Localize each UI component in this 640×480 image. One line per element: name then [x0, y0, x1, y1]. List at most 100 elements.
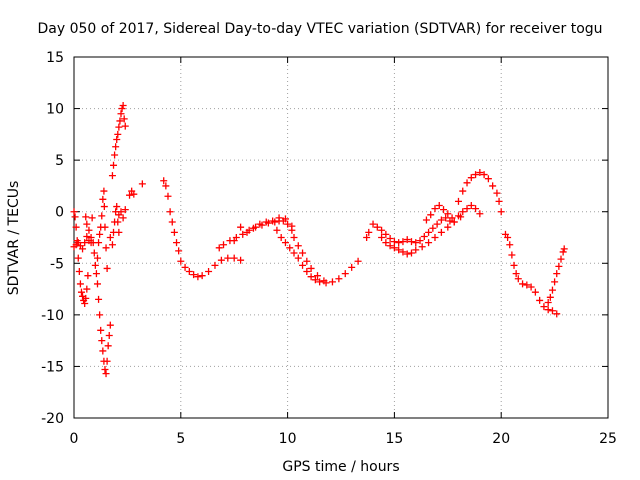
data-point	[320, 277, 328, 285]
data-point	[386, 242, 394, 250]
data-point	[103, 357, 111, 365]
data-point	[98, 212, 106, 220]
data-point	[335, 275, 343, 283]
x-axis-title: GPS time / hours	[282, 459, 399, 475]
data-point	[431, 234, 439, 241]
data-point	[211, 261, 219, 269]
data-point	[378, 226, 386, 234]
grid	[74, 57, 608, 418]
data-point	[307, 273, 315, 281]
y-tick-label: 5	[55, 153, 64, 169]
data-point	[480, 171, 488, 179]
data-point	[177, 257, 185, 265]
data-point	[435, 202, 443, 210]
data-point	[194, 273, 202, 281]
data-point	[84, 272, 92, 280]
data-point	[429, 224, 437, 232]
data-point	[99, 347, 107, 355]
data-point	[373, 223, 381, 231]
data-point	[546, 293, 554, 301]
x-tick-label: 20	[492, 431, 510, 447]
data-point	[365, 228, 373, 236]
data-point	[395, 239, 403, 247]
data-point	[467, 174, 475, 182]
data-point	[114, 130, 122, 138]
data-point	[284, 220, 292, 228]
data-point	[75, 268, 83, 276]
data-point	[412, 246, 420, 254]
data-point	[70, 208, 78, 216]
data-point	[121, 206, 129, 214]
data-point	[506, 241, 514, 249]
data-point	[82, 294, 90, 302]
data-point	[281, 239, 289, 247]
data-point	[407, 238, 415, 246]
data-point	[382, 239, 390, 247]
data-point	[79, 245, 87, 253]
data-point	[173, 239, 181, 247]
data-point	[294, 242, 302, 250]
y-tick-label: 0	[55, 205, 64, 221]
data-point	[83, 232, 91, 240]
data-point	[74, 254, 82, 262]
data-point	[126, 191, 134, 199]
y-tick-label: 15	[46, 50, 64, 66]
data-point	[463, 205, 471, 213]
data-point	[307, 264, 315, 272]
data-point	[551, 278, 559, 286]
data-point	[104, 342, 112, 350]
data-point	[98, 337, 106, 345]
data-point	[548, 307, 556, 315]
data-point	[412, 239, 420, 247]
data-point	[77, 288, 85, 296]
data-point	[382, 230, 390, 238]
data-point	[303, 257, 311, 265]
data-point	[100, 187, 108, 195]
data-point	[425, 239, 433, 247]
data-point	[512, 270, 520, 278]
data-point	[190, 271, 198, 279]
data-point	[95, 239, 103, 247]
data-point	[168, 218, 176, 226]
data-point	[185, 268, 193, 276]
data-point	[290, 234, 298, 241]
data-point	[369, 220, 377, 228]
data-point	[93, 254, 101, 262]
data-point	[100, 203, 108, 211]
data-point	[328, 278, 336, 286]
x-tick-label: 5	[176, 431, 185, 447]
y-tick-label: -20	[41, 411, 64, 427]
data-point	[472, 171, 480, 179]
x-tick-label: 15	[385, 431, 403, 447]
data-point	[467, 202, 475, 210]
data-point	[111, 151, 119, 159]
x-tick-label: 10	[279, 431, 297, 447]
data-point	[314, 272, 322, 280]
data-point	[403, 236, 411, 244]
data-point	[83, 220, 91, 228]
data-point	[113, 203, 121, 211]
data-point	[96, 311, 104, 319]
data-point	[403, 250, 411, 258]
data-point	[316, 278, 324, 286]
data-point	[476, 169, 484, 177]
data-point	[101, 223, 109, 231]
data-point	[99, 195, 107, 203]
y-tick-label: -5	[50, 256, 64, 272]
data-point	[386, 235, 394, 243]
data-point	[540, 303, 548, 311]
data-point	[363, 234, 371, 241]
data-point	[459, 208, 467, 216]
data-point	[536, 296, 544, 304]
data-point	[87, 234, 95, 241]
data-point	[427, 211, 435, 219]
data-point	[544, 306, 552, 314]
y-tick-label: -10	[41, 308, 64, 324]
data-point	[489, 182, 497, 190]
data-point	[420, 232, 428, 240]
data-point	[96, 230, 104, 238]
data-point	[418, 243, 426, 251]
data-point	[101, 366, 109, 374]
data-point	[105, 331, 113, 339]
data-point	[239, 230, 247, 238]
